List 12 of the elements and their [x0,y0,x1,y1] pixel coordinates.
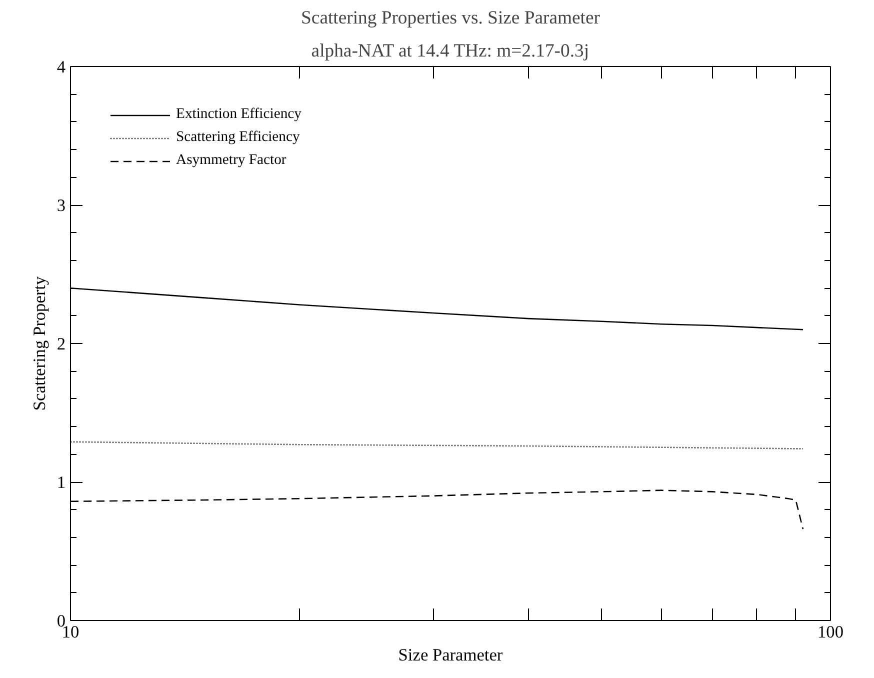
chart-subtitle: alpha-NAT at 14.4 THz: m=2.17-0.3j [311,40,590,62]
legend-label: Asymmetry Factor [176,152,286,169]
y-tick-label: 2 [56,334,66,354]
legend-label: Extinction Efficiency [176,106,302,123]
x-tick-label: 100 [818,622,844,642]
y-tick-label: 4 [56,58,66,76]
y-tick-label: 3 [56,196,66,215]
y-tick-label: 1 [56,473,66,492]
chart-title: Scattering Properties vs. Size Parameter [301,8,601,28]
legend-label: Scattering Efficiency [176,129,300,146]
x-axis-title: Size Parameter [398,646,503,664]
y-axis-title: Scattering Property [30,276,49,411]
